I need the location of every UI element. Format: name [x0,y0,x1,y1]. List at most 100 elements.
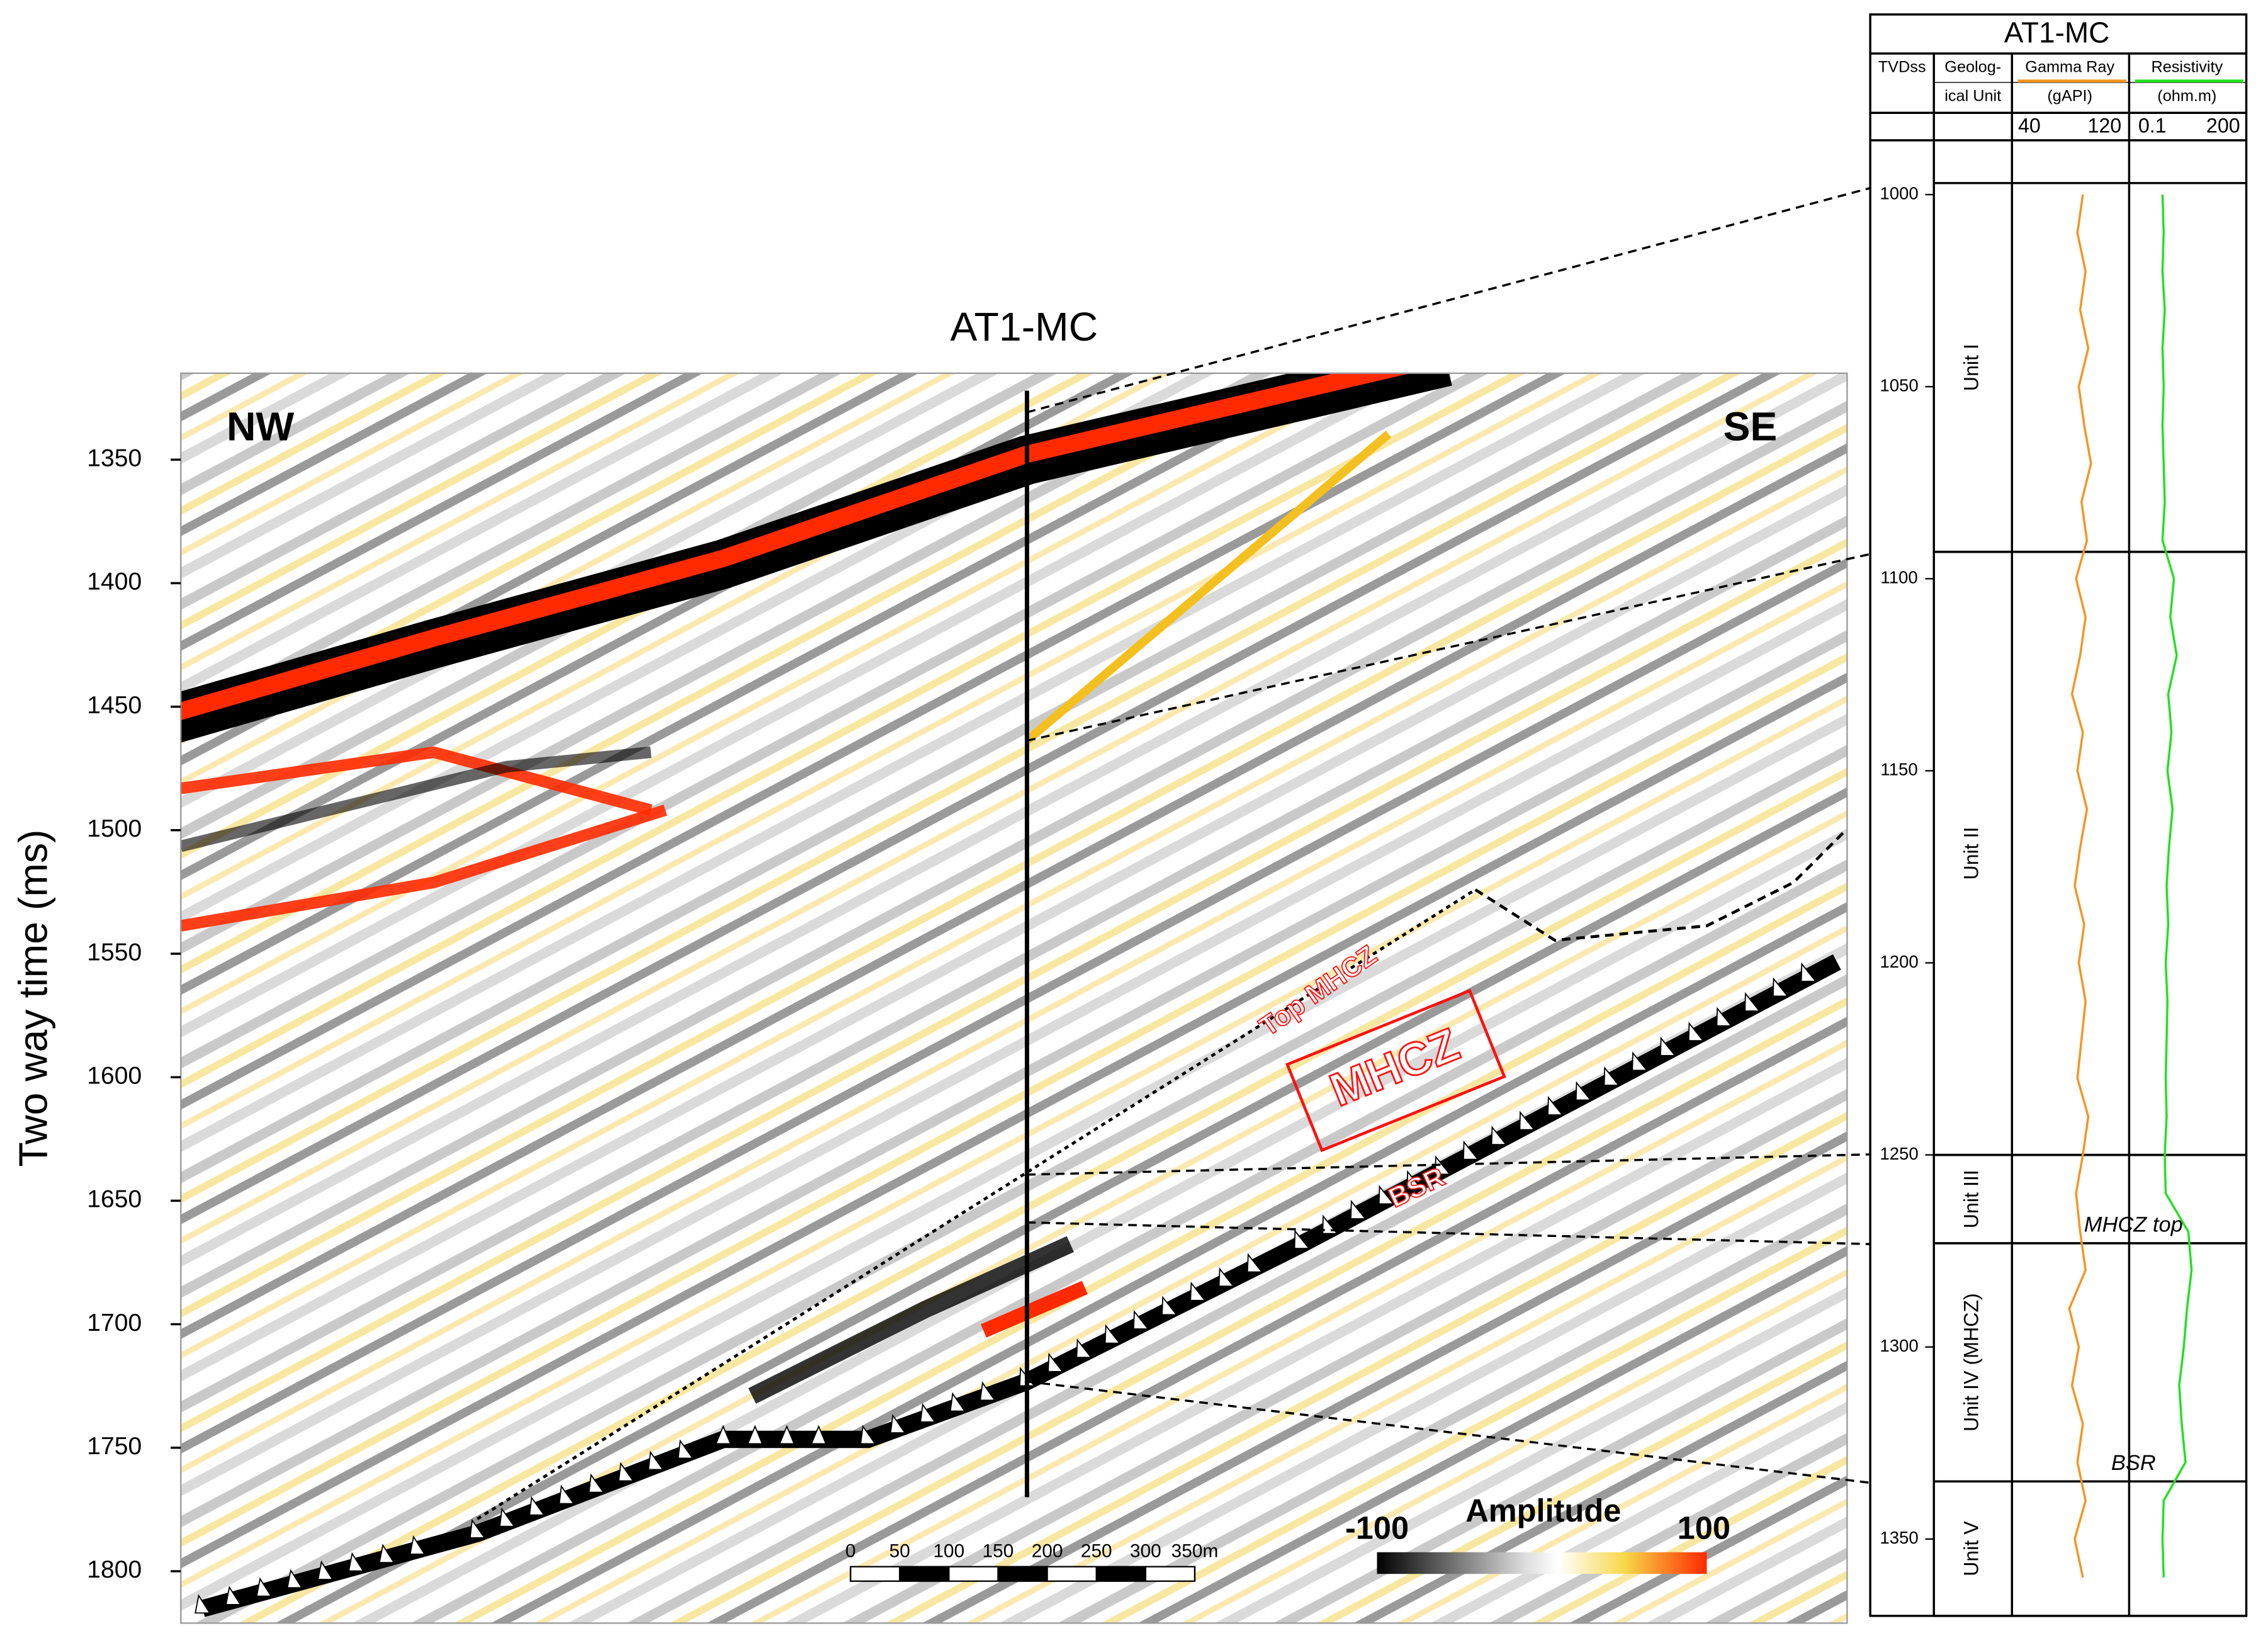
depth-tick-label: 1250 [1880,1144,1918,1163]
bsr-marker [1772,977,1789,997]
log-annotation: MHCZ top [2084,1212,2183,1236]
column-header: (gAPI) [2047,88,2092,105]
bsr-marker [810,1425,827,1445]
bsr-marker [1406,1170,1423,1190]
y-tick-label: 1500 [87,815,142,842]
bsr-marker [1190,1281,1207,1301]
bsr-marker [1246,1253,1263,1273]
column-header: TVDss [1878,59,1926,76]
depth-tick-label: 1150 [1880,760,1917,779]
scale-label: 200 [2206,115,2240,137]
bsr-marker [1575,1081,1592,1101]
bsr-marker [529,1496,545,1516]
bsr-marker [1491,1126,1508,1146]
bsr-marker [920,1403,936,1423]
bsr-marker [469,1518,486,1539]
colorbar-label: -100 [1345,1510,1409,1546]
bsr-marker [1632,1051,1649,1071]
log-frame [1869,13,2248,1617]
bsr-marker [195,1594,211,1614]
bsr-marker [286,1569,303,1589]
y-tick-label: 1750 [87,1433,142,1460]
bsr-markers [195,962,1817,1614]
bsr-marker [378,1544,395,1564]
column-header: Gamma Ray [2025,59,2114,76]
bsr-marker [715,1425,731,1445]
bsr-marker [949,1392,966,1412]
bsr-marker [256,1577,273,1597]
bsr-marker [1688,1022,1705,1042]
depth-tick-label: 1350 [1880,1528,1918,1547]
depth-tick-label: 1200 [1880,952,1918,971]
direction-label: NW [227,404,294,449]
bsr-marker [1744,991,1761,1012]
depth-tick-label: 1300 [1880,1336,1918,1355]
bsr-marker [747,1425,764,1445]
bsr-marker [618,1462,635,1482]
scale-label: 0.1 [2138,115,2167,137]
bsr-marker [409,1535,426,1555]
y-tick-label: 1450 [87,692,142,719]
gamma-ray-curve [2068,194,2092,1578]
scale-label: 200 [1032,1541,1063,1562]
bsr-marker [1800,962,1817,982]
seismic-frame [180,372,1848,1624]
bsr-marker [225,1585,242,1605]
scale-label: 350m [1171,1541,1219,1562]
bsr-marker [1161,1296,1178,1316]
bsr-marker [588,1473,605,1493]
bsr-marker [779,1425,795,1445]
scale-bar: 0 50 100 150 200 250 300 350m [845,1541,1219,1582]
scale-label: 40 [2018,115,2041,137]
y-tick-label: 1700 [87,1309,142,1336]
depth-tick-label: 1100 [1880,568,1917,587]
depth-tick-label: 1050 [1880,376,1918,395]
bsr-marker [1547,1095,1564,1116]
scale-label: 250 [1081,1541,1112,1562]
log-title: AT1-MC [2004,16,2110,48]
colorbar-title: Amplitude [1465,1493,1621,1528]
column-header: Resistivity [2151,59,2223,76]
unit-label: Unit III [1960,1170,1983,1228]
log-annotation: BSR [2111,1451,2156,1475]
scale-label: 0 [845,1541,856,1562]
bsr-marker [558,1484,575,1505]
colorbar [1377,1552,1707,1574]
y-tick-label: 1800 [87,1556,142,1583]
y-tick-label: 1550 [87,939,142,966]
bsr-marker [1104,1324,1121,1344]
bsr-marker [499,1507,516,1527]
bsr-marker [1603,1066,1620,1086]
unit-label: Unit I [1960,344,1983,391]
annotation-box [1285,988,1506,1153]
bsr-marker [1076,1338,1093,1358]
unit-label: Unit IV (MHCZ) [1960,1293,1983,1432]
bsr-marker [1519,1110,1536,1131]
bsr-marker [677,1439,694,1459]
bsr-marker [1462,1140,1479,1160]
scale-label: 120 [2088,115,2122,137]
bsr-marker [889,1414,906,1434]
y-tick-label: 1400 [87,568,142,596]
tie-lines [1027,187,1871,1484]
resistivity-curve [2161,195,2193,1578]
scale-bar-segment [998,1566,1047,1581]
bsr-marker [1132,1309,1149,1330]
bsr-marker [1716,1007,1733,1027]
well-label: AT1-MC [951,304,1098,349]
scale-label: 150 [983,1541,1014,1562]
depth-tick-label: 1000 [1880,183,1918,203]
column-header: Geolog- [1944,59,2001,76]
scale-label: 100 [933,1541,964,1562]
bsr-marker [979,1381,996,1401]
bsr-marker [347,1552,364,1572]
column-header: ical Unit [1944,88,2001,105]
column-header: (ohm.m) [2157,88,2216,105]
scale-bar-segment [900,1566,949,1581]
bsr-marker [1047,1352,1064,1372]
direction-label: SE [1723,404,1777,449]
y-axis-title: Two way time (ms) [10,830,55,1167]
unit-label: Unit V [1960,1521,1983,1576]
bsr-marker [860,1425,876,1445]
y-tick-label: 1600 [87,1062,142,1089]
